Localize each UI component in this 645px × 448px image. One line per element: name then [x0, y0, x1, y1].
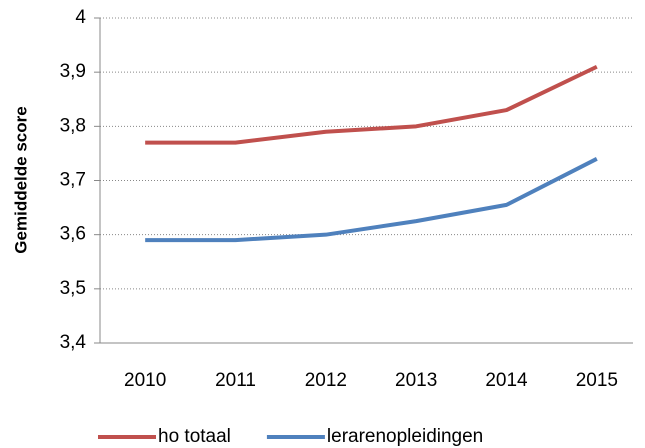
- x-tick-label: 2012: [305, 370, 347, 391]
- y-axis-label: Gemiddelde score: [11, 106, 30, 253]
- y-tick-label: 4: [75, 7, 86, 28]
- legend-label: ho totaal: [158, 426, 231, 447]
- x-tick-label: 2011: [215, 370, 256, 391]
- x-tick-label: 2014: [485, 370, 528, 391]
- legend-label: lerarenopleidingen: [327, 426, 483, 447]
- y-tick-label: 3,5: [60, 278, 86, 299]
- y-tick-label: 3,9: [60, 61, 86, 82]
- x-tick-label: 2010: [124, 370, 166, 391]
- y-tick-label: 3,8: [60, 115, 86, 136]
- line-series: [145, 64, 598, 145]
- line-series: [145, 157, 598, 243]
- x-tick-label: 2013: [395, 370, 437, 391]
- y-tick-label: 3,6: [60, 224, 86, 245]
- y-tick-label: 3,4: [60, 332, 87, 353]
- y-tick-label: 3,7: [60, 170, 86, 191]
- x-tick-label: 2015: [576, 370, 618, 391]
